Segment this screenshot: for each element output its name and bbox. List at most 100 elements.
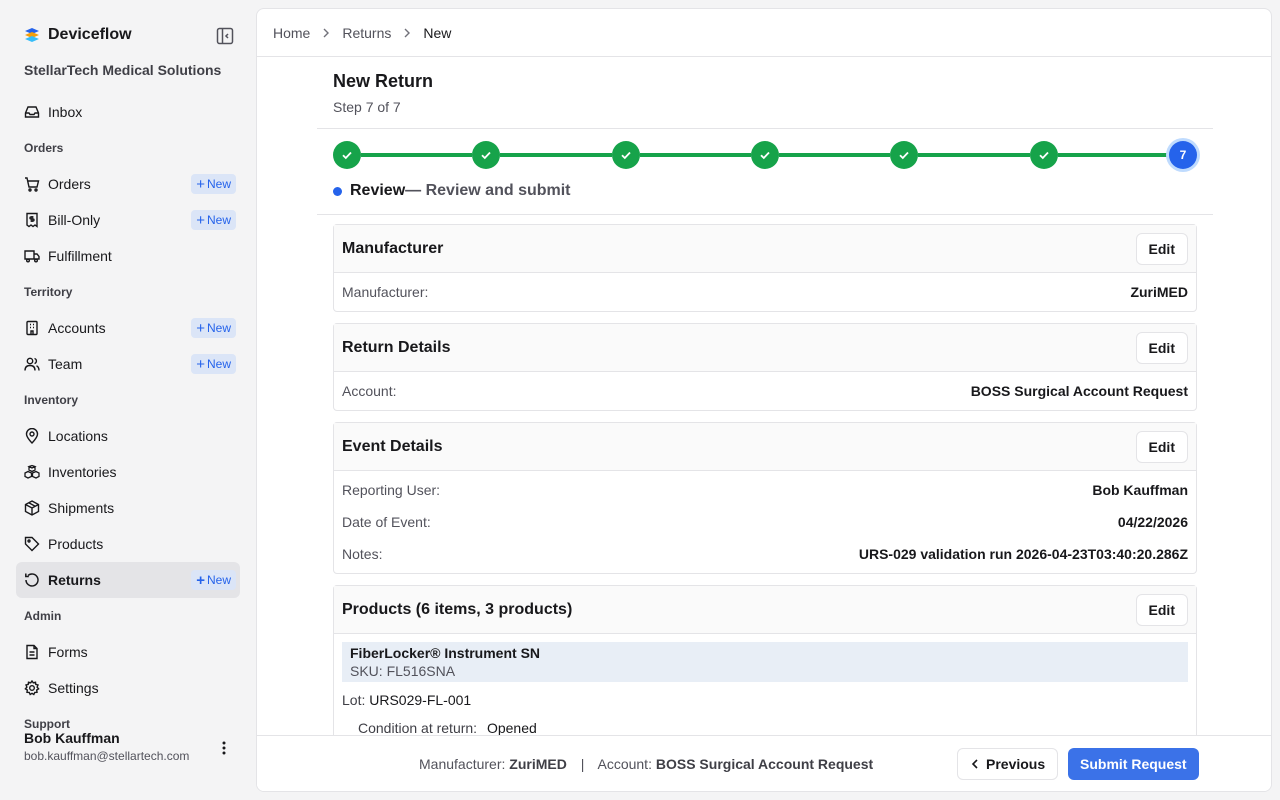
package-icon xyxy=(24,500,40,516)
detail-row: Reporting User: Bob Kauffman xyxy=(342,482,1188,498)
sidebar-item-returns[interactable]: Returns + New xyxy=(16,562,240,598)
current-step-heading: Review — Review and submit xyxy=(333,182,571,200)
manufacturer-card: Manufacturer Edit Manufacturer: ZuriMED xyxy=(333,224,1197,312)
check-icon xyxy=(760,151,770,160)
new-account-button[interactable]: + New xyxy=(191,318,236,338)
page-title: New Return xyxy=(333,71,434,91)
card-title: Return Details xyxy=(342,338,451,356)
breadcrumb: Home Returns New xyxy=(257,9,1271,57)
return-details-card: Return Details Edit Account: BOSS Surgic… xyxy=(333,323,1197,411)
product-sku: SKU: FL516SNA xyxy=(350,663,456,679)
user-email: bob.kauffman@stellartech.com xyxy=(24,749,190,763)
check-icon xyxy=(1039,151,1049,160)
step-connector xyxy=(1057,153,1169,157)
user-name: Bob Kauffman xyxy=(24,730,120,746)
detail-row: Date of Event: 04/22/2026 xyxy=(342,514,1188,530)
step-complete-5[interactable] xyxy=(890,141,919,169)
breadcrumb-current: New xyxy=(423,24,452,41)
sidebar-item-products[interactable]: Products xyxy=(16,526,240,562)
step-connector xyxy=(918,153,1030,157)
new-return-button[interactable]: + New xyxy=(191,570,236,590)
detail-row: Account: BOSS Surgical Account Request xyxy=(342,383,1188,399)
deviceflow-logo-icon xyxy=(24,27,40,43)
card-header: Event Details Edit xyxy=(334,423,1196,471)
users-icon xyxy=(24,356,40,372)
lot-row: Lot: URS029-FL-001 xyxy=(342,692,472,708)
step-complete-4[interactable] xyxy=(751,141,779,169)
step-connector xyxy=(779,153,891,157)
step-counter: Step 7 of 7 xyxy=(333,99,401,115)
breadcrumb-returns[interactable]: Returns xyxy=(342,24,392,41)
cart-icon xyxy=(24,176,40,192)
truck-icon xyxy=(24,248,40,264)
check-icon xyxy=(481,151,491,160)
nav-group-support: Support xyxy=(24,717,70,731)
check-icon xyxy=(621,151,631,160)
sidebar-item-orders[interactable]: Orders + New xyxy=(16,166,240,202)
map-pin-icon xyxy=(24,428,40,444)
sidebar-item-inventories[interactable]: Inventories xyxy=(16,454,240,490)
edit-event-details-button[interactable]: Edit xyxy=(1135,430,1188,463)
card-header: Manufacturer Edit xyxy=(334,225,1196,273)
edit-return-details-button[interactable]: Edit xyxy=(1135,331,1188,364)
step-name: Review xyxy=(350,182,406,199)
sidebar-collapse-icon[interactable] xyxy=(216,27,234,45)
undo-icon xyxy=(24,572,40,588)
sidebar-item-fulfillment[interactable]: Fulfillment xyxy=(16,238,240,274)
chevron-right-icon xyxy=(322,27,330,39)
building-icon xyxy=(24,320,40,336)
form-footer: Manufacturer: ZuriMED | Account: BOSS Su… xyxy=(257,735,1271,791)
card-title: Products (6 items, 3 products) xyxy=(342,600,573,618)
more-vertical-icon[interactable] xyxy=(214,740,234,756)
inbox-icon xyxy=(24,104,40,120)
edit-manufacturer-button[interactable]: Edit xyxy=(1135,232,1188,265)
lot-number: URS029-FL-001 xyxy=(369,692,472,708)
new-order-button[interactable]: + New xyxy=(191,174,236,194)
step-complete-2[interactable] xyxy=(472,141,501,169)
breadcrumb-home[interactable]: Home xyxy=(273,24,311,41)
brand[interactable]: Deviceflow xyxy=(24,26,132,44)
step-connector xyxy=(639,153,751,157)
condition-value: Opened xyxy=(486,720,537,735)
nav-group-admin: Admin xyxy=(24,609,62,623)
sidebar-item-shipments[interactable]: Shipments xyxy=(16,490,240,526)
footer-account: BOSS Surgical Account Request xyxy=(655,756,874,772)
product-header: FiberLocker® Instrument SN SKU: FL516SNA xyxy=(342,642,1188,682)
sidebar-item-forms[interactable]: Forms xyxy=(16,634,240,670)
receipt-icon xyxy=(24,212,40,228)
card-title: Event Details xyxy=(342,437,443,455)
previous-button[interactable]: Previous xyxy=(957,748,1059,780)
step-complete-3[interactable] xyxy=(611,141,640,169)
sidebar-item-accounts[interactable]: Accounts + New xyxy=(16,310,240,346)
step-current[interactable]: 7 xyxy=(1169,141,1197,169)
product-name: FiberLocker® Instrument SN xyxy=(350,645,541,661)
new-bill-only-button[interactable]: + New xyxy=(191,210,236,230)
sidebar-item-bill-only[interactable]: Bill-Only + New xyxy=(16,202,240,238)
card-header: Products (6 items, 3 products) Edit xyxy=(334,586,1196,634)
edit-products-button[interactable]: Edit xyxy=(1135,593,1188,626)
user-profile[interactable]: Bob Kauffman bob.kauffman@stellartech.co… xyxy=(24,730,234,763)
sidebar-item-team[interactable]: Team + New xyxy=(16,346,240,382)
step-complete-1[interactable] xyxy=(333,141,361,169)
new-team-button[interactable]: + New xyxy=(191,354,236,374)
step-complete-6[interactable] xyxy=(1029,141,1058,169)
detail-row: Manufacturer: ZuriMED xyxy=(342,284,1188,300)
tag-icon xyxy=(24,536,40,552)
card-title: Manufacturer xyxy=(342,239,444,257)
step-description: — Review and submit xyxy=(405,182,571,199)
boxes-icon xyxy=(24,464,40,480)
sidebar-item-inbox[interactable]: Inbox xyxy=(16,94,240,130)
sidebar-item-locations[interactable]: Locations xyxy=(16,418,240,454)
products-card: Products (6 items, 3 products) Edit Fibe… xyxy=(333,585,1197,735)
return-form-content: New Return Step 7 of 7 7 Review — Review… xyxy=(317,57,1213,735)
organization-name: StellarTech Medical Solutions xyxy=(24,62,222,78)
submit-request-button[interactable]: Submit Request xyxy=(1068,748,1199,780)
footer-summary: Manufacturer: ZuriMED | Account: BOSS Su… xyxy=(419,756,874,772)
footer-manufacturer: ZuriMED xyxy=(509,756,567,772)
divider xyxy=(317,128,1213,129)
sidebar-item-settings[interactable]: Settings xyxy=(16,670,240,706)
detail-row: Notes: URS-029 validation run 2026-04-23… xyxy=(342,546,1188,562)
card-header: Return Details Edit xyxy=(334,324,1196,372)
main-panel: Home Returns New New Return Step 7 of 7 … xyxy=(256,8,1272,792)
app-name: Deviceflow xyxy=(48,26,132,43)
